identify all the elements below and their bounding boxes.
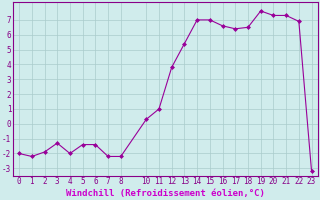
X-axis label: Windchill (Refroidissement éolien,°C): Windchill (Refroidissement éolien,°C) xyxy=(66,189,265,198)
